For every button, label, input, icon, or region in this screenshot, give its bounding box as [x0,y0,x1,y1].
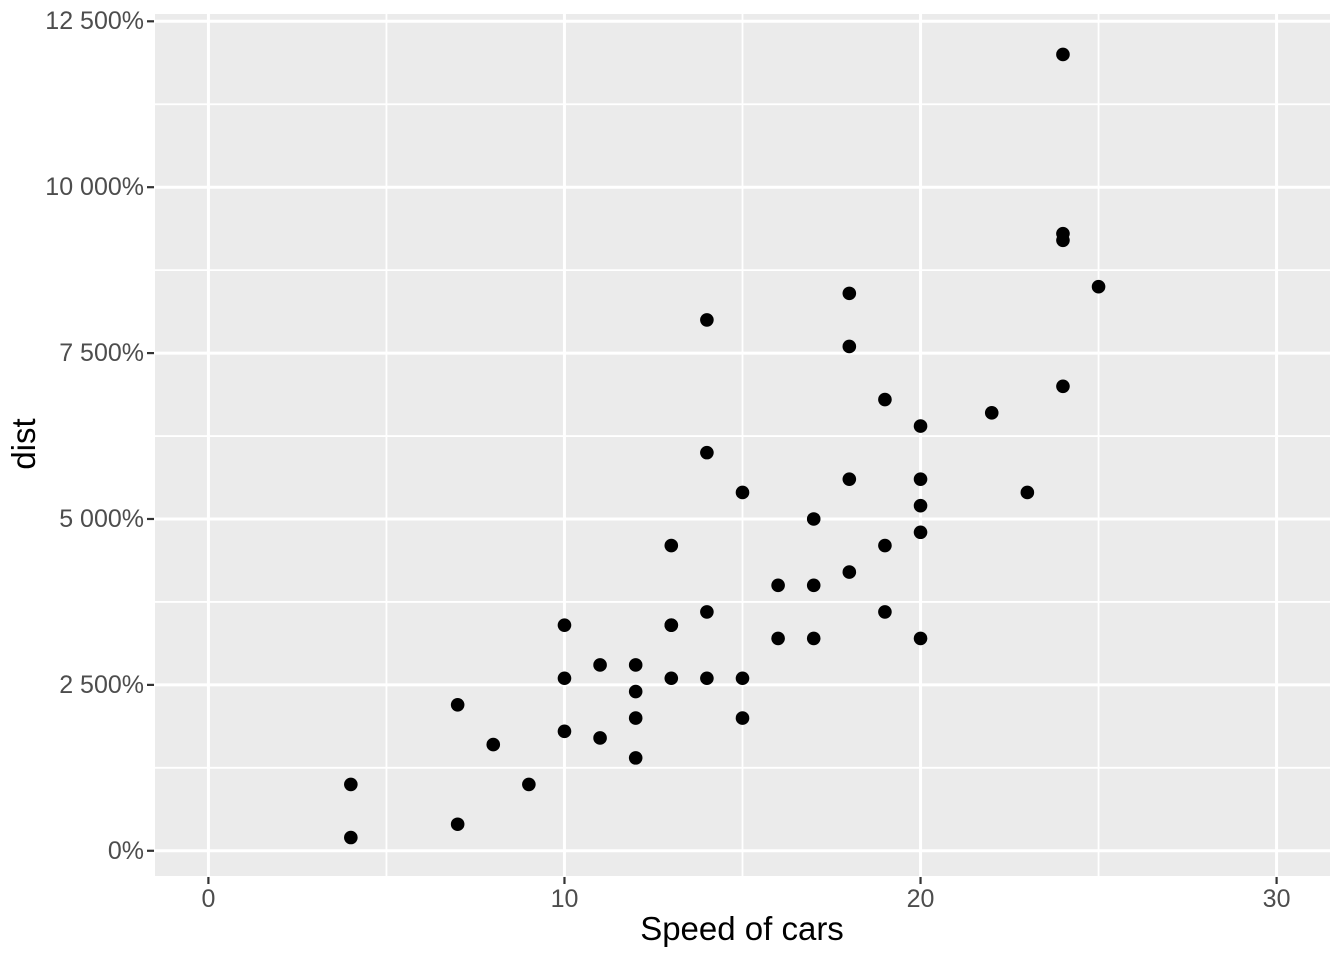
data-point [878,538,892,553]
data-point [913,498,928,513]
data-point [450,817,465,832]
data-point [806,578,821,593]
data-point [628,711,643,725]
data-point [557,618,572,632]
data-point [700,605,714,619]
data-point [1056,226,1070,241]
data-point [842,339,857,354]
data-point [344,830,358,845]
data-point [806,631,821,646]
x-tick-label: 30 [1262,885,1291,913]
data-point [1056,379,1070,394]
data-point [450,697,465,712]
data-point [913,419,928,433]
data-point [628,684,643,699]
y-tick-label: 10 000% [45,173,144,202]
data-point [771,631,785,646]
data-point [700,445,714,460]
data-point [984,406,999,420]
y-tick-label: 0% [107,836,144,865]
x-tick-label: 0 [201,885,216,913]
data-point [700,313,714,327]
data-point [557,724,572,739]
data-point [522,777,536,792]
y-tick-label: 7 500% [59,339,144,368]
data-point [1091,279,1106,294]
data-point [593,658,607,672]
data-point [771,578,785,593]
y-tick-label: 2 500% [59,670,144,699]
data-point [557,671,572,686]
data-point [913,525,928,540]
data-point [735,711,750,725]
data-point [806,512,821,526]
y-tick-label: 12 500% [45,7,144,36]
data-point [1020,485,1035,500]
data-point [344,777,358,792]
data-point [664,671,679,686]
data-point [664,618,679,632]
data-point [700,671,714,686]
y-tick-label: 5 000% [59,504,144,533]
data-point [664,538,679,553]
data-point [913,631,928,646]
data-point [842,286,857,301]
x-tick-label: 20 [906,885,935,913]
data-point [486,737,501,752]
data-point [628,751,643,765]
x-tick-label: 10 [550,885,579,913]
y-axis-title: dist [5,418,42,470]
data-point [628,658,643,672]
data-point [735,485,750,500]
data-point [878,392,892,407]
data-point [842,472,857,486]
data-point [1056,47,1070,62]
data-point [593,731,607,745]
data-point [878,605,892,619]
data-point [735,671,750,686]
x-axis-title: Speed of cars [640,910,844,947]
data-point [842,565,857,579]
data-point [913,472,928,486]
